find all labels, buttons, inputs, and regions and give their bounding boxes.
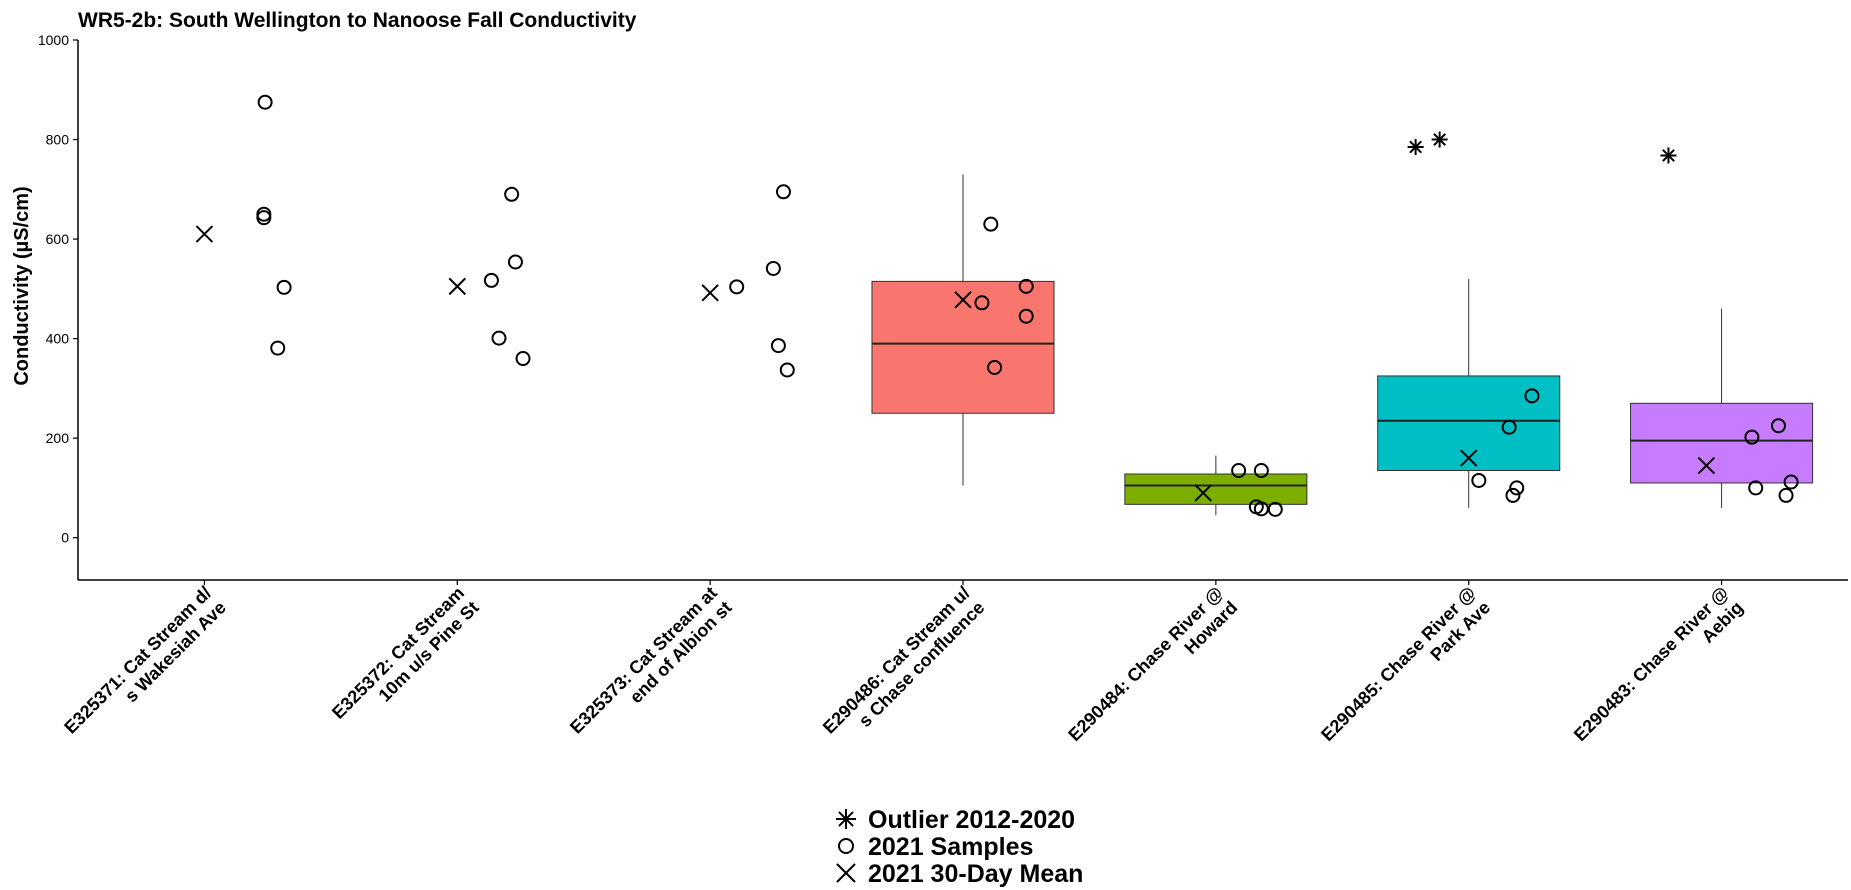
outlier-point — [1431, 131, 1448, 148]
sample-point — [765, 260, 781, 276]
y-ticks: 0 200 400 600 800 1000 — [38, 32, 78, 546]
mean-marker-b — [1697, 456, 1716, 475]
mean-marker — [195, 225, 214, 243]
x-tick-label: E290484: Chase River @Howard — [1064, 583, 1241, 760]
sample-point — [483, 272, 499, 288]
y-tick-label: 600 — [46, 231, 70, 247]
sample-point — [729, 279, 745, 295]
mean-marker — [1460, 449, 1478, 467]
x-tick-label-line: E290485: Chase River @ — [1317, 583, 1479, 745]
boxplots — [871, 174, 1814, 516]
mean-marker — [1194, 484, 1212, 502]
mean-marker-b — [701, 284, 719, 302]
sample-point — [779, 362, 795, 378]
x-tick-label: E325372: Cat Stream10m u/s Pine St — [328, 583, 483, 738]
sample-point — [770, 338, 786, 354]
box — [871, 280, 1055, 414]
outlier-point-ray — [1409, 140, 1422, 154]
outlier-point-ray — [1662, 149, 1675, 162]
x-tick-label-line: E290483: Chase River @ — [1570, 583, 1732, 745]
y-tick-label: 200 — [46, 430, 70, 446]
legend-outlier-icon-ray — [838, 811, 854, 827]
x-tick-label: E290486: Cat Stream u/s Chase confluence — [819, 583, 989, 753]
y-tick-label: 1000 — [38, 32, 69, 48]
y-tick-label: 800 — [46, 132, 70, 148]
sample-point — [1509, 480, 1525, 496]
x-tick-label-line: E290484: Chase River @ — [1064, 583, 1226, 745]
legend-mean-icon — [836, 863, 856, 883]
x-tick-labels: E325371: Cat Stream d/s Wakesiah Ave E325… — [60, 580, 1747, 760]
legend-samples-icon — [838, 838, 854, 854]
box — [1124, 473, 1308, 505]
sample-point — [1267, 501, 1283, 517]
mean-marker-b — [1194, 484, 1212, 502]
sample-point — [257, 94, 273, 110]
outlier-point-ray — [1433, 133, 1446, 146]
sample-point — [1778, 487, 1794, 503]
mean-marker-b — [1460, 449, 1478, 467]
x-tick-label: E290483: Chase River @Aebig — [1570, 583, 1747, 760]
legend-outlier-icon — [836, 809, 856, 829]
sample-point — [1231, 463, 1247, 479]
sample-point — [276, 279, 292, 295]
mean-marker — [1697, 456, 1716, 475]
x-tick-label-line: E290486: Cat Stream u/ — [819, 583, 974, 738]
sample-point — [1524, 388, 1540, 404]
x-tick-label: E325371: Cat Stream d/s Wakesiah Ave — [60, 583, 230, 753]
sample-point — [1783, 474, 1799, 490]
legend-mean-icon-b — [836, 863, 856, 883]
x-tick-label: E290485: Chase River @Park Ave — [1317, 583, 1494, 760]
x-tick-label-line: E325372: Cat Stream — [328, 583, 468, 723]
sample-point — [974, 295, 990, 311]
legend-label: Outlier 2012-2020 — [868, 806, 1075, 834]
sample-point — [1770, 418, 1786, 434]
sample-point — [1471, 472, 1487, 488]
sample-point — [491, 330, 507, 346]
data-points — [195, 94, 1799, 517]
sample-point — [983, 216, 999, 232]
sample-point — [270, 340, 286, 356]
sample-point — [1018, 278, 1034, 294]
sample-point — [1501, 419, 1517, 435]
sample-point — [775, 184, 791, 200]
outlier-point — [1660, 147, 1677, 164]
sample-point — [1505, 487, 1521, 503]
x-tick-label-line: E325371: Cat Stream d/ — [60, 583, 215, 738]
mean-marker — [954, 291, 972, 309]
sample-point — [256, 210, 272, 226]
mean-marker — [701, 284, 719, 302]
sample-point — [507, 254, 523, 270]
box — [1377, 375, 1561, 472]
x-tick-label-line: s Chase confluence — [855, 597, 989, 731]
box — [1630, 402, 1814, 484]
chart-title: WR5-2b: South Wellington to Nanoose Fall… — [78, 9, 637, 32]
mean-marker-b — [195, 225, 214, 243]
sample-point — [1748, 480, 1764, 496]
x-tick-label: E325373: Cat Stream atend of Albion st — [566, 583, 736, 753]
mean-marker-b — [954, 291, 972, 309]
mean-marker — [448, 277, 466, 296]
y-tick-label: 400 — [46, 331, 70, 347]
y-tick-label: 0 — [61, 530, 69, 546]
mean-marker-b — [448, 277, 466, 296]
outlier-point — [1407, 139, 1424, 156]
y-axis-label: Conductivity (µS/cm) — [11, 186, 33, 385]
legend-label: 2021 30-Day Mean — [868, 860, 1083, 888]
sample-point — [1253, 463, 1269, 479]
sample-point — [987, 359, 1003, 375]
x-tick-label-line: E325373: Cat Stream at — [566, 583, 721, 738]
legend-label: 2021 Samples — [868, 833, 1033, 861]
sample-point — [515, 351, 531, 367]
sample-point — [1744, 429, 1760, 445]
sample-point — [1018, 308, 1034, 324]
sample-point — [504, 186, 520, 202]
